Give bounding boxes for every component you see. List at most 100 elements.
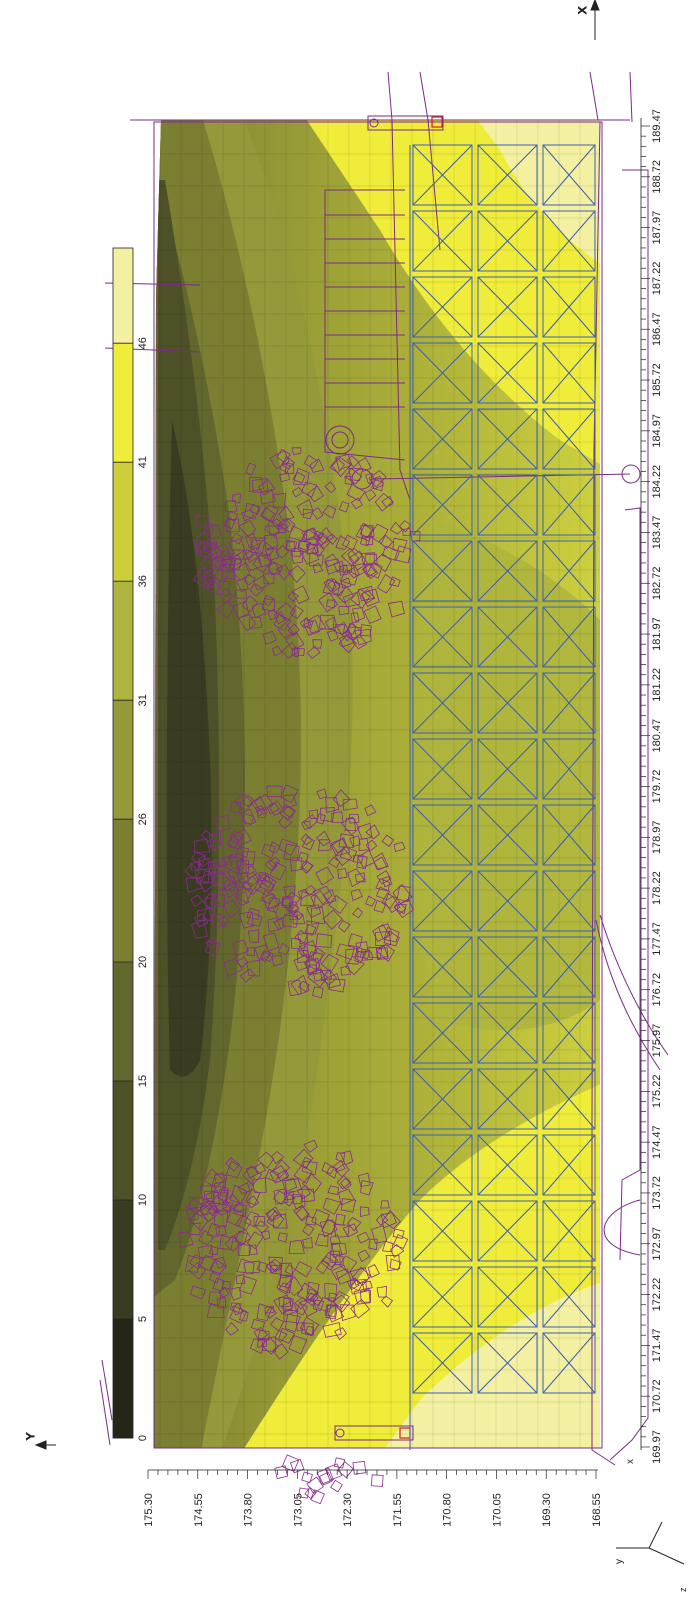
canopy-leaf <box>208 833 222 847</box>
canopy-leaf <box>307 485 324 503</box>
canopy-leaf <box>216 580 231 597</box>
canopy-leaf <box>210 893 226 908</box>
canopy-leaf <box>267 562 281 576</box>
canopy-leaf <box>377 923 393 940</box>
panel-diagonal <box>477 1134 538 1196</box>
canopy-leaf <box>301 820 311 830</box>
canopy-leaf <box>287 564 306 584</box>
y-axis-tick-label: 173.05 <box>292 1493 304 1527</box>
canopy-leaf <box>322 1197 342 1215</box>
panel-cell <box>542 540 596 602</box>
y-axis: 175.30 174.55 173.80 173.05 172.30 171.55 170.… <box>143 1469 603 1527</box>
canopy-leaf <box>333 1457 346 1469</box>
canopy-leaf <box>268 525 280 536</box>
canopy-leaf <box>262 932 280 952</box>
canopy-leaf <box>299 1297 318 1317</box>
canopy-leaf <box>184 863 200 880</box>
panel-diagonal <box>542 804 596 866</box>
panel-diagonal <box>412 1332 473 1394</box>
legend-label: 31 <box>137 694 149 706</box>
canopy-leaf <box>309 552 324 567</box>
canopy-leaf <box>278 1327 295 1344</box>
canopy-leaf <box>336 585 355 604</box>
tree-canopy-bottom <box>178 1139 409 1360</box>
panel-cell <box>542 606 596 668</box>
canopy-leaf <box>300 1156 312 1169</box>
panel-diagonal <box>542 1134 596 1196</box>
panel-cell <box>412 540 473 602</box>
canopy-leaf <box>240 968 255 983</box>
panel-cell <box>412 606 473 668</box>
legend-swatch <box>113 962 133 1081</box>
canopy-leaf <box>199 1200 218 1217</box>
canopy-leaf <box>342 1223 358 1238</box>
panel-cell <box>542 144 596 206</box>
canopy-leaf <box>197 1244 214 1259</box>
canopy-leaf <box>235 858 249 871</box>
panel-cell <box>477 1200 538 1262</box>
panel-diagonal <box>477 1332 538 1394</box>
legend-swatch <box>113 700 133 820</box>
canopy-leaf <box>264 858 278 872</box>
canopy-leaf <box>298 1487 310 1499</box>
canopy-leaf <box>242 794 255 808</box>
canopy-leaf <box>315 813 326 825</box>
canopy-leaf <box>262 631 277 646</box>
canopy-leaf <box>224 1235 242 1252</box>
canopy-leaf <box>336 943 355 961</box>
canopy-leaf <box>305 951 323 971</box>
legend-label: 5 <box>137 1316 149 1322</box>
canopy-leaf <box>206 1303 225 1319</box>
panel-cell <box>542 1200 596 1262</box>
canopy-leaf <box>301 1173 322 1194</box>
canopy-leaf <box>375 886 390 901</box>
top-stub-2 <box>629 71 633 123</box>
canopy-leaf <box>315 933 333 948</box>
canopy-leaf <box>283 1193 296 1207</box>
x-axis-tick-label: 175.97 <box>651 1024 663 1058</box>
panel-diagonal <box>477 408 538 470</box>
canopy-leaf <box>357 1172 371 1188</box>
canopy-leaf <box>278 804 296 821</box>
canopy-leaf <box>201 870 215 884</box>
canopy-leaf <box>327 1185 340 1196</box>
canopy-leaf <box>229 1305 248 1324</box>
canopy-leaf <box>185 1206 199 1222</box>
canopy-leaf <box>366 561 383 579</box>
legend-label: 15 <box>137 1075 149 1087</box>
panel-diagonal <box>412 738 473 800</box>
canopy-leaf <box>330 1479 343 1493</box>
panel-diagonal <box>477 1002 538 1064</box>
panel-cell <box>542 672 596 734</box>
canopy-leaf <box>232 554 243 566</box>
panel-diagonal <box>412 408 473 470</box>
canopy-leaf <box>190 1285 207 1300</box>
canopy-leaf <box>242 1165 263 1186</box>
panel-cell <box>412 1068 473 1130</box>
canopy-leaf <box>196 872 217 893</box>
canopy-leaf <box>238 519 257 538</box>
canopy-leaf <box>375 947 389 960</box>
canopy-leaf <box>340 577 352 589</box>
canopy-leaf <box>236 956 249 968</box>
canopy-leaf <box>320 968 338 986</box>
canopy-leaf <box>334 624 346 635</box>
canopy-leaf <box>385 1254 401 1272</box>
canopy-leaf <box>350 497 363 510</box>
canopy-leaf <box>361 588 380 607</box>
canopy-leaf <box>222 1280 231 1290</box>
canopy-leaf <box>196 541 214 559</box>
canopy-leaf <box>282 1177 298 1193</box>
deck-outline <box>324 189 406 461</box>
canopy-leaf <box>240 509 255 522</box>
canopy-leaf <box>318 591 339 613</box>
panel-diagonal <box>477 474 538 536</box>
site-boundary <box>153 121 603 1449</box>
canopy-leaf <box>261 1336 276 1353</box>
panel-diagonal <box>477 738 538 800</box>
canopy-leaf <box>325 599 336 609</box>
canopy-leaf <box>324 616 338 630</box>
canopy-leaf <box>276 1274 293 1294</box>
canopy-leaf <box>243 1260 260 1274</box>
x-axis-tick-labels: 169.97 170.72 171.47 172.22 172.97 173.72 174.… <box>651 109 663 1464</box>
